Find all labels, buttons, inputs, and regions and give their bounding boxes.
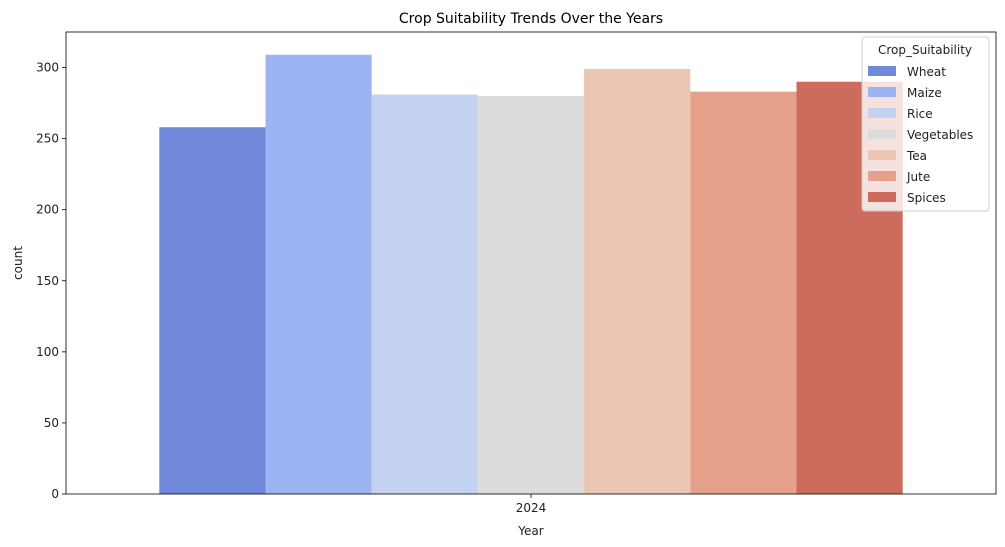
- legend-swatch-jute: [868, 171, 896, 181]
- x-axis: 2024: [516, 494, 547, 515]
- legend-title: Crop_Suitability: [878, 43, 972, 57]
- legend-label-tea: Tea: [906, 149, 927, 163]
- legend-items: Wheat Maize Rice Vegetables Tea Jute Spices: [868, 65, 973, 205]
- legend-swatch-tea: [868, 150, 896, 160]
- y-tick-label: 200: [36, 203, 59, 217]
- x-axis-label: Year: [517, 524, 543, 538]
- legend-swatch-spices: [868, 192, 896, 202]
- bar-wheat: [159, 127, 266, 495]
- chart-title: Crop Suitability Trends Over the Years: [399, 11, 663, 27]
- legend-swatch-vegetables: [868, 129, 896, 139]
- legend-label-wheat: Wheat: [907, 65, 946, 79]
- bar-tea: [584, 68, 691, 495]
- y-tick-label: 0: [51, 487, 59, 501]
- legend-swatch-maize: [868, 87, 896, 97]
- y-tick-label: 50: [44, 416, 59, 430]
- legend-label-jute: Jute: [906, 170, 930, 184]
- bar-vegetables: [477, 95, 585, 494]
- x-tick-label: 2024: [516, 501, 547, 515]
- legend-label-spices: Spices: [907, 191, 946, 205]
- legend: Crop_Suitability Wheat Maize Rice Vegetable…: [861, 36, 990, 212]
- bar-rice: [371, 94, 478, 495]
- y-axis-label: count: [11, 246, 25, 280]
- y-tick-label: 100: [36, 345, 59, 359]
- legend-box: [861, 36, 990, 212]
- legend-label-rice: Rice: [907, 107, 933, 121]
- legend-label-maize: Maize: [907, 86, 942, 100]
- legend-label-vegetables: Vegetables: [907, 128, 973, 142]
- bar-jute: [690, 91, 797, 494]
- legend-swatch-rice: [868, 108, 896, 118]
- y-tick-label: 250: [36, 132, 59, 146]
- bar-maize: [265, 54, 372, 495]
- y-tick-label: 150: [36, 274, 59, 288]
- legend-swatch-wheat: [868, 66, 896, 76]
- bars-group: [159, 54, 903, 495]
- y-tick-label: 300: [36, 61, 59, 75]
- y-axis: 0 50 100 150 200 250 300: [36, 61, 66, 501]
